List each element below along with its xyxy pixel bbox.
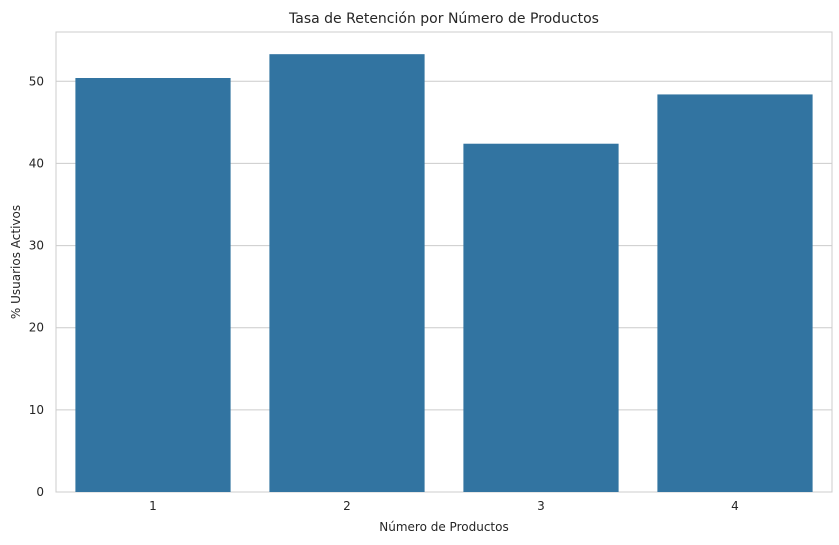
y-axis-ticks: 0 10 20 30 40 50 <box>29 74 44 499</box>
y-tick-label: 50 <box>29 74 44 88</box>
bar-1 <box>75 78 231 492</box>
x-tick-label: 3 <box>537 499 545 513</box>
x-tick-label: 1 <box>149 499 157 513</box>
bar-2 <box>269 54 425 493</box>
bar-4 <box>657 94 813 492</box>
bar-3 <box>463 143 619 492</box>
chart-title: Tasa de Retención por Número de Producto… <box>288 11 599 27</box>
x-tick-label: 2 <box>343 499 351 513</box>
y-tick-label: 0 <box>36 485 44 499</box>
y-tick-label: 10 <box>29 403 44 417</box>
y-tick-label: 30 <box>29 239 44 253</box>
x-axis-ticks: 1 2 3 4 <box>149 499 739 513</box>
x-axis-label: Número de Productos <box>379 520 508 534</box>
x-tick-label: 4 <box>731 499 739 513</box>
y-axis-label: % Usuarios Activos <box>9 205 23 319</box>
y-tick-label: 40 <box>29 156 44 170</box>
bars <box>75 54 813 493</box>
y-tick-label: 20 <box>29 321 44 335</box>
